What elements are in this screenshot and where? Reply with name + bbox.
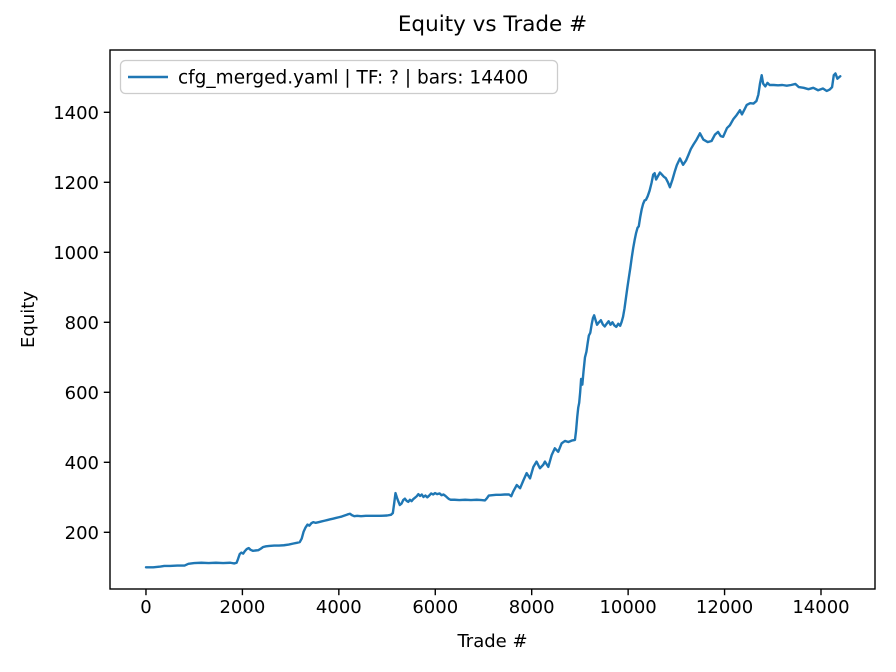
legend-box [119, 59, 559, 95]
x-axis-label: Trade # [456, 631, 527, 652]
x-tick-label: 12000 [696, 597, 753, 618]
legend-entry-label: cfg_merged.yaml | TF: ? | bars: 14400 [178, 68, 528, 89]
x-tick-label: 10000 [599, 597, 656, 618]
chart-title: Equity vs Trade # [398, 12, 587, 37]
y-tick-label: 1200 [53, 173, 99, 194]
x-tick-label: 2000 [219, 597, 265, 618]
x-tick-label: 8000 [509, 597, 555, 618]
x-axis-ticks: 0 2000 4000 6000 8000 10000 12000 14000 [140, 589, 850, 618]
y-axis-label: Equity [18, 291, 39, 348]
y-tick-label: 1400 [53, 103, 99, 124]
plot-border [109, 49, 876, 590]
legend: cfg_merged.yaml | TF: ? | bars: 14400 [119, 59, 559, 95]
x-tick-label: 6000 [412, 597, 458, 618]
x-tick-label: 0 [140, 597, 151, 618]
y-tick-label: 800 [65, 313, 99, 334]
equity-curve-line [144, 72, 842, 569]
y-tick-label: 1000 [53, 243, 99, 264]
y-axis-ticks: 200 400 600 800 1000 1200 1400 [53, 103, 110, 544]
y-tick-label: 600 [65, 383, 99, 404]
x-tick-label: 4000 [316, 597, 362, 618]
y-tick-label: 400 [65, 453, 99, 474]
y-tick-label: 200 [65, 523, 99, 544]
x-tick-label: 14000 [792, 597, 849, 618]
